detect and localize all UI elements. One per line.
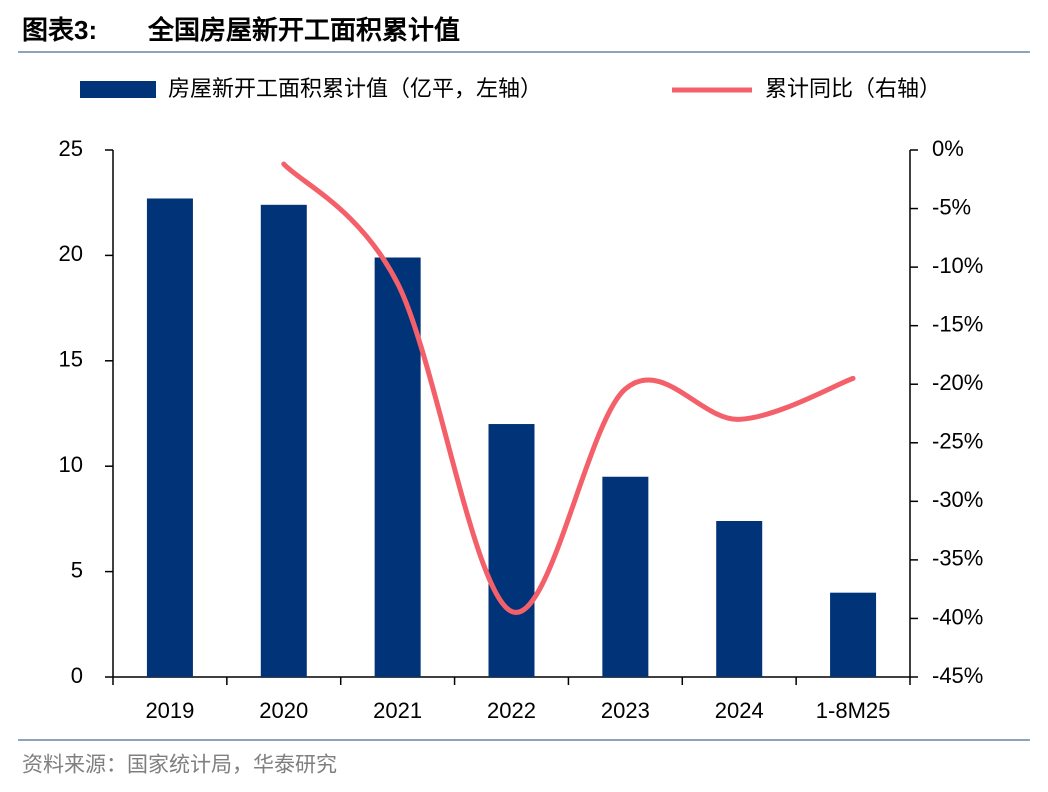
- y2-tick-label: -20%: [932, 370, 983, 395]
- y-tick-label: 20: [59, 241, 83, 266]
- y2-tick-label: -40%: [932, 604, 983, 629]
- x-tick-label: 1-8M25: [816, 698, 891, 723]
- y2-tick-label: -15%: [932, 311, 983, 336]
- legend-swatch: [80, 81, 156, 98]
- x-tick-label: 2024: [715, 698, 764, 723]
- y2-tick-label: 0%: [932, 136, 964, 161]
- y2-tick-label: -10%: [932, 253, 983, 278]
- x-tick-label: 2020: [259, 698, 308, 723]
- bar: [830, 592, 877, 677]
- chart-title: 全国房屋新开工面积累计值: [147, 15, 460, 45]
- legend-label: 累计同比（右轴）: [765, 76, 941, 101]
- y2-tick-label: -30%: [932, 487, 983, 512]
- bar: [488, 424, 535, 677]
- source: 资料来源：国家统计局，华泰研究: [22, 754, 337, 777]
- figure-label: 图表3:: [22, 15, 97, 45]
- y-tick-label: 25: [59, 136, 83, 161]
- y2-tick-label: -5%: [932, 194, 971, 219]
- bar: [146, 198, 193, 677]
- y2-tick-label: -45%: [932, 663, 983, 688]
- x-tick-label: 2021: [373, 698, 422, 723]
- y-tick-label: 15: [59, 347, 83, 372]
- bar: [716, 521, 763, 677]
- x-tick-label: 2019: [145, 698, 194, 723]
- line: [281, 161, 856, 615]
- y-tick-label: 5: [71, 557, 83, 582]
- x-tick-label: 2022: [487, 698, 536, 723]
- bar: [260, 204, 307, 678]
- y2-tick-label: -35%: [932, 546, 983, 571]
- y-tick-label: 0: [71, 663, 83, 688]
- x-tick-label: 2023: [601, 698, 650, 723]
- y-tick-label: 10: [59, 452, 83, 477]
- y2-tick-label: -25%: [932, 429, 983, 454]
- bar: [602, 476, 649, 677]
- legend-label: 房屋新开工面积累计值（亿平，左轴）: [168, 76, 542, 101]
